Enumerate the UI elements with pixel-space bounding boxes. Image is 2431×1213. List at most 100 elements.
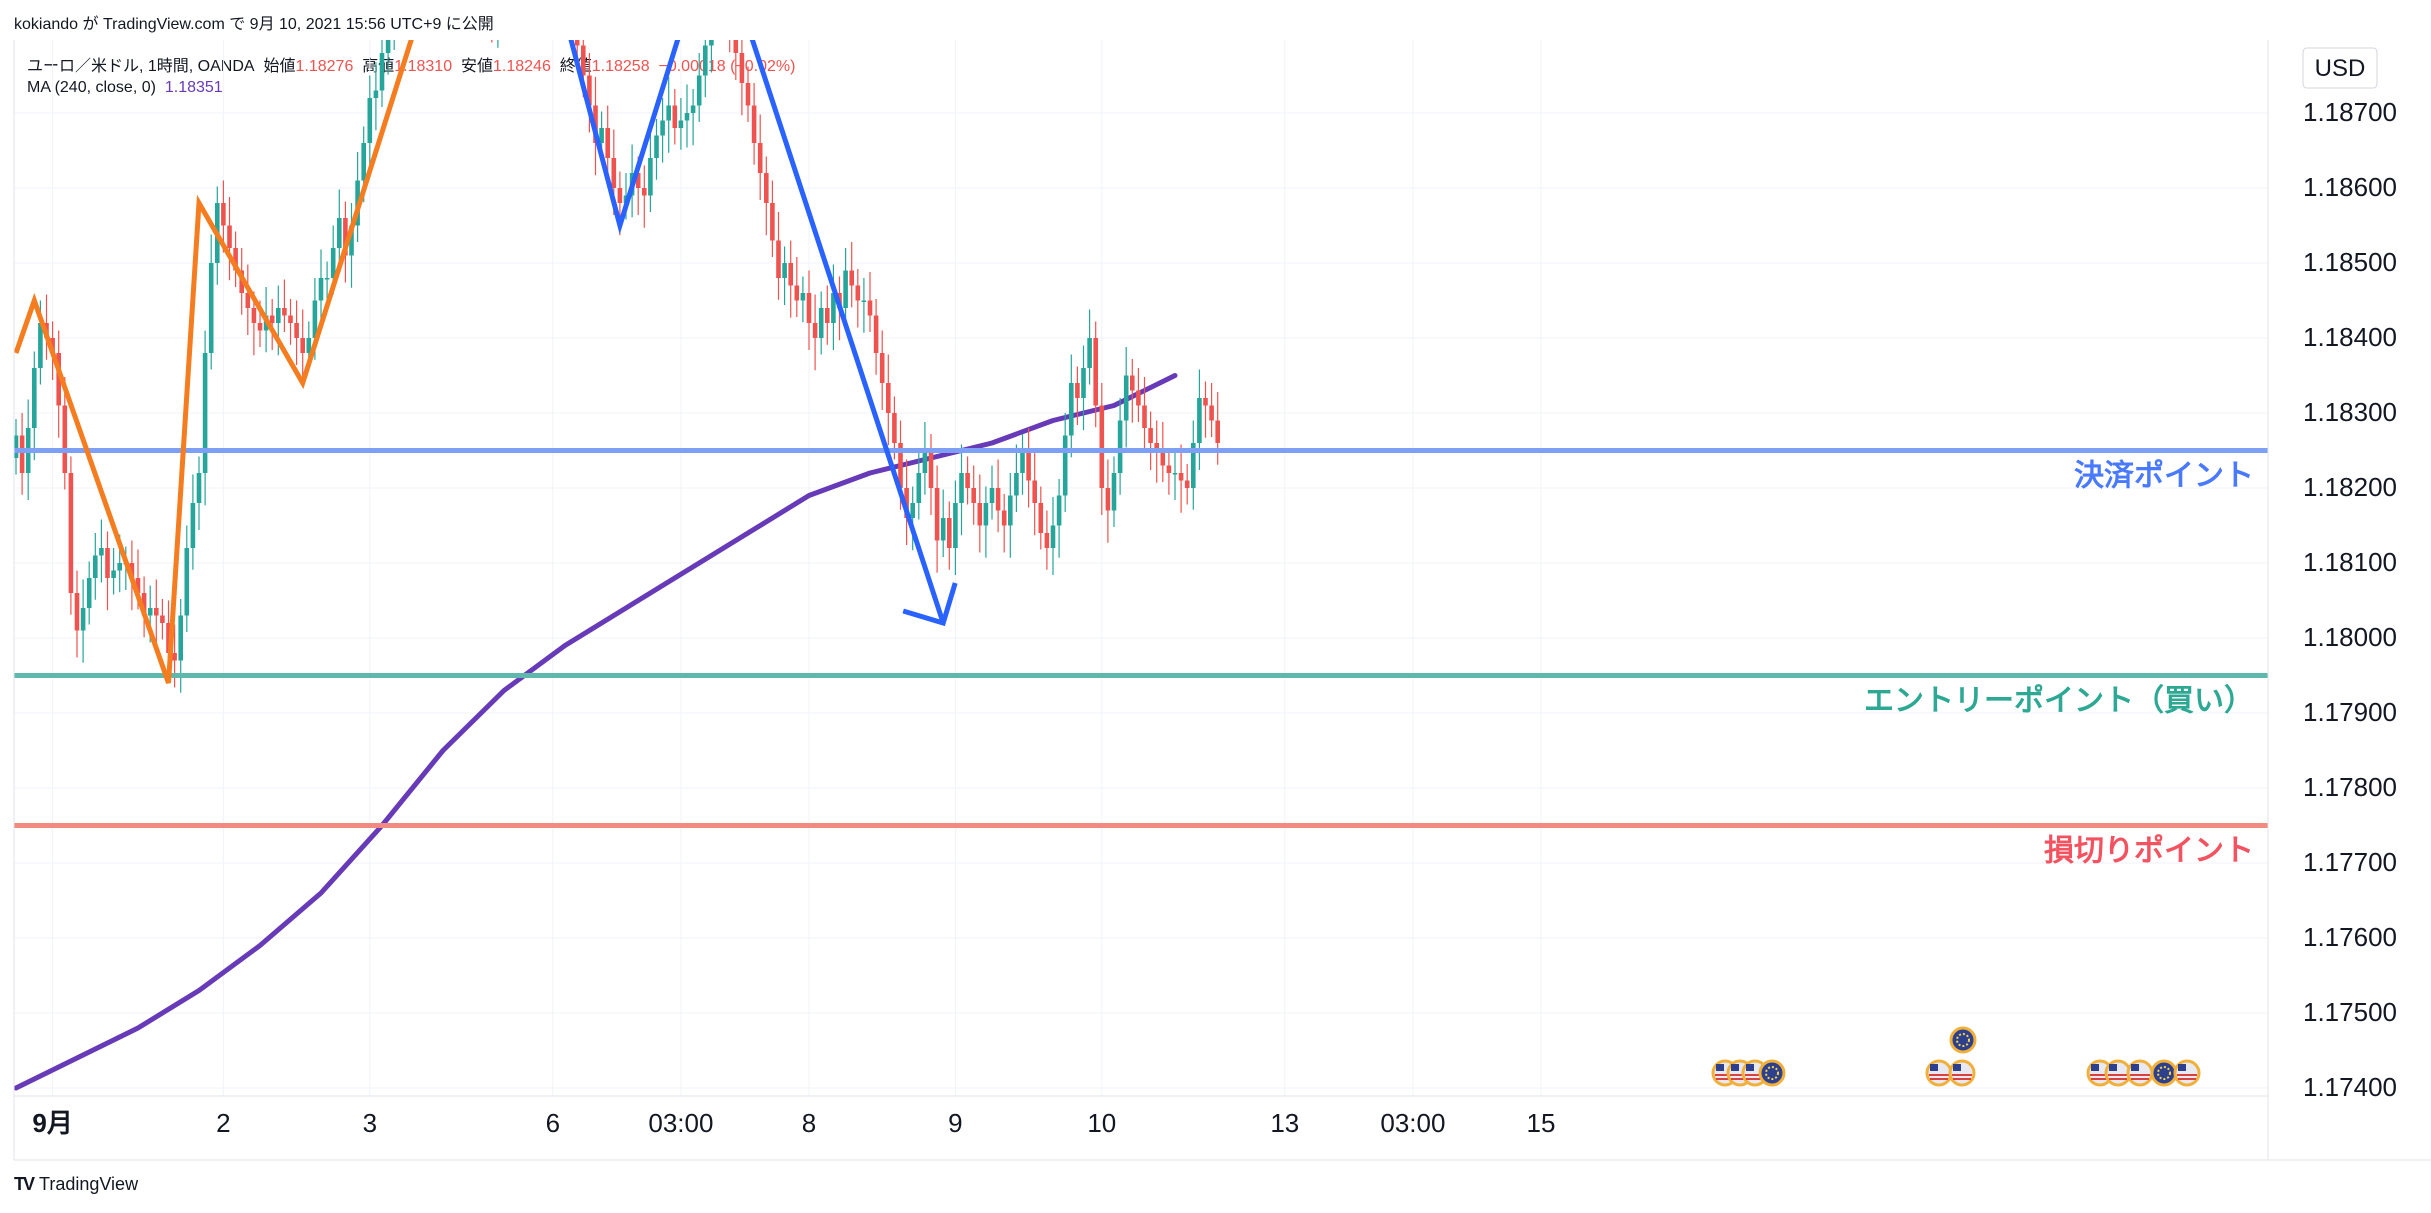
candle-body <box>367 98 373 143</box>
candle-body <box>983 503 989 526</box>
candle-body <box>202 353 208 473</box>
candle-body <box>721 0 726 1</box>
candle-body <box>1172 473 1178 475</box>
y-tick-label: 1.18500 <box>2303 247 2397 277</box>
currency-badge[interactable] <box>2302 47 2378 89</box>
candle-body <box>1062 435 1068 496</box>
candle-body <box>806 293 812 323</box>
candle-body <box>349 225 354 256</box>
candle-body <box>831 293 836 323</box>
candle-body <box>922 450 928 473</box>
economic-events[interactable] <box>1711 1026 2201 1087</box>
horizontal-levels[interactable]: 1.18250決済ポイント1.17950エントリーポイント（買い）1.17750… <box>14 429 2431 868</box>
candle-body <box>1081 368 1086 398</box>
candle-body <box>1178 473 1184 481</box>
candle-body <box>684 113 690 121</box>
ma-legend[interactable]: MA (240, close, 0) 1.18351 <box>27 79 223 97</box>
candle-body <box>1056 495 1062 526</box>
time-axis[interactable]: 9月 2 3 6 03:00 8 9 10 13 03:00 15 <box>13 40 2431 1161</box>
candle-body <box>318 278 324 301</box>
price-axis[interactable]: USD 1.18700 1.18600 1.18500 1.18400 1.18300 1… <box>2267 40 2431 1160</box>
candle-body <box>703 45 708 76</box>
candle-body <box>80 608 86 631</box>
candle-body <box>751 105 757 143</box>
candle-body <box>892 413 897 443</box>
candle-body <box>818 308 824 338</box>
candle-body <box>1166 465 1172 473</box>
candle-body <box>1197 398 1202 443</box>
candle-body <box>1154 443 1159 451</box>
candle-body <box>879 353 885 383</box>
candle-body <box>642 188 647 196</box>
candle-body <box>324 278 330 280</box>
y-tick-label: 1.18000 <box>2303 622 2397 652</box>
candle-body <box>196 473 202 503</box>
orange-zigzag[interactable] <box>14 0 443 684</box>
eu-flag-icon[interactable] <box>2150 1059 2178 1087</box>
y-tick-label: 1.17600 <box>2303 922 2397 952</box>
candle-body <box>361 143 366 181</box>
level-text: 決済ポイント <box>2074 460 2254 493</box>
candle-body <box>330 248 336 278</box>
candle-body <box>776 240 781 278</box>
candle-body <box>32 368 37 428</box>
candle-body <box>770 203 775 241</box>
candle-body <box>1105 488 1111 511</box>
candle-body <box>910 503 915 518</box>
candle-body <box>1014 473 1019 496</box>
candle-body <box>745 83 751 106</box>
candle-body <box>1184 480 1190 488</box>
candle-body <box>337 218 342 248</box>
candle-body <box>117 563 122 571</box>
candle-body <box>245 293 251 308</box>
footer-brand[interactable]: TV TradingView <box>14 1174 138 1195</box>
x-tick-label: 8 <box>802 1108 816 1138</box>
candle-body <box>867 300 873 316</box>
candle-body <box>654 135 659 158</box>
grid <box>14 40 2268 1096</box>
candle-body <box>56 353 61 406</box>
candle-body <box>1148 428 1153 443</box>
zigzag-drawings[interactable] <box>14 0 958 684</box>
candle-body <box>678 120 684 128</box>
candle-body <box>1191 443 1196 488</box>
candle-body <box>172 653 177 661</box>
y-tick-label: 1.18400 <box>2303 322 2397 352</box>
candle-body <box>1209 405 1214 421</box>
candle-body <box>1069 383 1074 436</box>
candle-body <box>617 188 623 203</box>
symbol-name[interactable]: ユーロ／米ドル, 1時間, OANDA <box>27 58 255 75</box>
candle-body <box>208 263 214 353</box>
x-tick-label: 6 <box>546 1108 560 1138</box>
ma-value: 1.18351 <box>164 79 223 96</box>
candle-body <box>490 1 495 16</box>
candle-body <box>940 518 946 541</box>
candle-body <box>300 338 305 353</box>
candle-body <box>873 315 879 353</box>
candle-body <box>916 473 922 503</box>
candle-body <box>953 503 958 548</box>
candle-body <box>849 270 854 286</box>
eu-flag-icon[interactable] <box>1758 1059 1786 1087</box>
y-tick-label: 1.18200 <box>2303 472 2397 502</box>
eu-flag-icon[interactable] <box>1949 1026 1977 1054</box>
candle-body <box>581 45 586 76</box>
candle-body <box>190 503 196 548</box>
candle-body <box>129 563 135 578</box>
candle-body <box>1087 338 1092 368</box>
candle-body <box>14 435 19 458</box>
candle-body <box>251 308 257 323</box>
y-tick-label: 1.17700 <box>2303 847 2397 877</box>
candle-body <box>160 615 165 623</box>
x-tick-label: 13 <box>1270 1108 1299 1138</box>
candle-body <box>934 488 940 541</box>
us-flag-canton-icon <box>2109 1064 2117 1071</box>
low-label: 安値 <box>460 58 493 75</box>
candle-body <box>1075 383 1080 398</box>
candle-body <box>898 443 903 488</box>
candle-body <box>343 218 348 256</box>
blue-zigzag[interactable] <box>553 0 946 624</box>
candle-body <box>727 1 732 31</box>
x-tick-label: 9月 <box>32 1108 72 1138</box>
